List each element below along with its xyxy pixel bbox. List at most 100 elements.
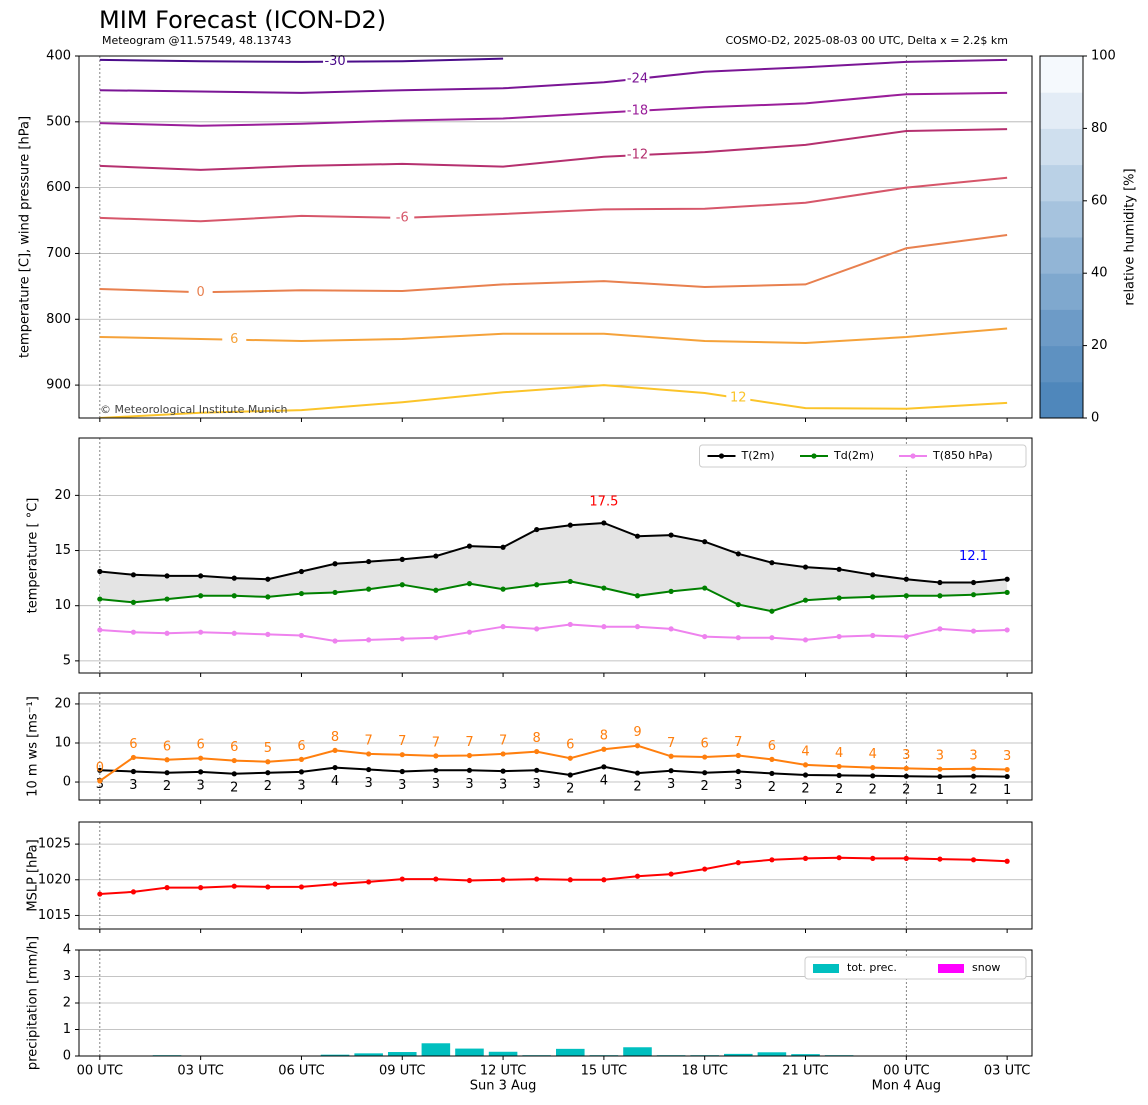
- point: [937, 766, 943, 772]
- bar: [791, 1054, 820, 1056]
- y-tick-label: 2: [63, 996, 71, 1011]
- isotherm-label: -30: [324, 54, 345, 69]
- point: [433, 876, 439, 882]
- point: [298, 632, 305, 639]
- point: [970, 579, 977, 586]
- point: [870, 773, 876, 779]
- point: [399, 752, 405, 758]
- label-bg: [323, 53, 348, 70]
- point: [567, 755, 573, 761]
- x-tick-label: 06 UTC: [278, 1064, 324, 1079]
- point: [500, 586, 506, 592]
- point: [802, 597, 809, 603]
- point: [937, 773, 943, 780]
- point: [668, 626, 674, 632]
- point: [466, 543, 473, 549]
- point: [836, 633, 842, 640]
- point: [903, 773, 909, 779]
- value-label: 1: [1003, 783, 1011, 798]
- point: [702, 866, 708, 872]
- label-bg: [726, 390, 751, 407]
- point: [164, 885, 170, 891]
- y-tick-label: 1: [63, 1022, 71, 1037]
- value-label: 3: [365, 776, 373, 791]
- point: [366, 586, 372, 592]
- isotherm: [99, 128, 1008, 171]
- y-tick-label: 600: [46, 180, 71, 195]
- point: [735, 601, 741, 608]
- point: [399, 768, 405, 775]
- point: [433, 753, 439, 759]
- date-label: Mon 4 Aug: [872, 1079, 941, 1094]
- point: [466, 752, 473, 759]
- point: [265, 631, 271, 637]
- value-label: 6: [701, 737, 709, 752]
- legend-dot: [811, 453, 817, 459]
- point: [802, 637, 809, 643]
- x-tick-label: 03 UTC: [177, 1064, 223, 1079]
- y-tick-label: 500: [46, 114, 71, 129]
- label-bg: [390, 209, 415, 226]
- y-tick-label: 900: [46, 378, 71, 393]
- y-tick-label: 0: [63, 775, 71, 790]
- value-label: 3: [533, 777, 541, 792]
- x-tick-label: 21 UTC: [782, 1064, 828, 1079]
- colorbar-tick-label: 80: [1091, 121, 1108, 136]
- point: [937, 579, 943, 586]
- value-label: 7: [465, 735, 473, 750]
- y-tick-label: 800: [46, 312, 71, 327]
- point: [164, 630, 170, 636]
- date-label: Sun 3 Aug: [470, 1079, 537, 1094]
- point: [164, 573, 170, 579]
- plot-frame: [78, 437, 1033, 674]
- line: [99, 580, 1008, 613]
- legend-box: [804, 956, 1027, 980]
- point: [769, 560, 775, 566]
- point: [164, 596, 170, 602]
- bar: [354, 1053, 383, 1056]
- isotherm-label: -24: [627, 71, 648, 86]
- y-axis-label: temperature [C], wind pressure [hPa]: [18, 116, 33, 358]
- point: [97, 891, 103, 897]
- point: [433, 767, 439, 773]
- colorbar-band: [1040, 200, 1083, 238]
- colorbar-tick-label: 0: [1091, 411, 1099, 426]
- isotherm-label: -18: [627, 103, 648, 118]
- point: [836, 566, 842, 572]
- value-label: 2: [969, 783, 977, 798]
- value-label: 3: [499, 778, 507, 793]
- plot-area: [79, 693, 1032, 800]
- point: [1004, 589, 1010, 596]
- value-label: 3: [969, 748, 977, 763]
- point: [231, 757, 237, 764]
- point: [265, 884, 271, 890]
- point: [668, 532, 674, 538]
- point: [668, 753, 674, 759]
- isotherm: [99, 58, 1008, 94]
- point: [332, 881, 338, 887]
- y-tick-label: 1025: [38, 837, 71, 852]
- point: [769, 635, 775, 641]
- point: [970, 592, 977, 598]
- isotherm-label: 0: [197, 285, 205, 300]
- x-tick-label: 03 UTC: [984, 1064, 1030, 1079]
- point: [735, 635, 741, 641]
- point: [634, 533, 641, 539]
- value-label: 6: [566, 738, 574, 753]
- max_label: 17.5: [589, 494, 618, 509]
- isotherm: [99, 176, 1008, 223]
- colorbar-band: [1040, 128, 1083, 166]
- value-label: 3: [936, 749, 944, 764]
- value-label: 7: [499, 733, 507, 748]
- point: [970, 766, 977, 772]
- point: [702, 754, 708, 760]
- point: [164, 757, 170, 763]
- point: [433, 635, 439, 641]
- point: [265, 770, 271, 776]
- point: [534, 767, 540, 773]
- point: [298, 756, 305, 762]
- value-label: 3: [398, 778, 406, 793]
- point: [466, 767, 473, 773]
- colorbar-band: [1040, 273, 1083, 310]
- credit: © Meteorological Institute Munich: [100, 403, 287, 416]
